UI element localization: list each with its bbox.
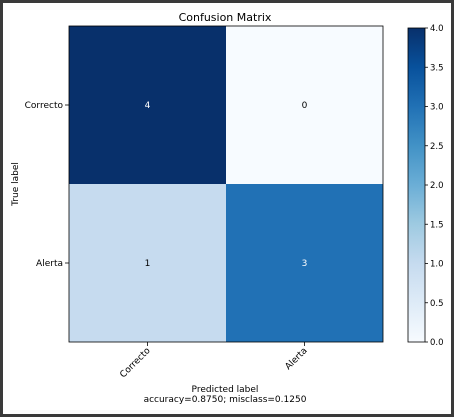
- heatmap-cell: [69, 184, 226, 342]
- figure-frame: Confusion Matrix 4 0 1 3 Correcto Alerta Cor…: [3, 3, 451, 414]
- colorbar-tick-label: 2.5: [430, 142, 444, 152]
- x-tick-label: Correcto: [118, 346, 153, 381]
- cell-value-label: 3: [302, 259, 308, 269]
- colorbar-tick-label: 0.0: [430, 338, 444, 348]
- cell-value-label: 4: [145, 101, 151, 111]
- heatmap-cells: 4 0 1 3: [69, 26, 383, 342]
- y-tick-label: Correcto: [25, 101, 64, 111]
- colorbar-tick-label: 3.0: [430, 103, 444, 113]
- colorbar-tick-label: 2.0: [430, 181, 444, 191]
- x-axis-ticks: Correcto Alerta: [118, 342, 310, 381]
- y-axis-label: True label: [11, 162, 21, 207]
- confusion-matrix-chart: Confusion Matrix 4 0 1 3 Correcto Alerta Cor…: [11, 11, 444, 405]
- y-tick-label: Alerta: [36, 259, 63, 269]
- heatmap-cell: [69, 26, 226, 184]
- heatmap-cell: [226, 184, 383, 342]
- colorbar-tick-label: 1.0: [430, 260, 444, 270]
- x-tick-label: Alerta: [283, 346, 309, 372]
- y-axis-ticks: Correcto Alerta: [25, 101, 69, 269]
- cell-value-label: 1: [145, 259, 151, 269]
- colorbar-tick-label: 4.0: [430, 24, 444, 34]
- colorbar-ticks: 0.0 0.5 1.0 1.5 2.0 2.5 3.0 3.5 4.0: [425, 24, 444, 348]
- chart-title: Confusion Matrix: [179, 11, 272, 24]
- plot-border: [68, 25, 384, 343]
- colorbar-gradient: [407, 27, 426, 343]
- heatmap-cell: [226, 26, 383, 184]
- colorbar: 0.0 0.5 1.0 1.5 2.0 2.5 3.0 3.5 4.0: [407, 24, 444, 348]
- colorbar-tick-label: 0.5: [430, 299, 444, 309]
- cell-value-label: 0: [302, 101, 308, 111]
- x-axis-sublabel: accuracy=0.8750; misclass=0.1250: [144, 395, 307, 405]
- colorbar-tick-label: 1.5: [430, 220, 444, 230]
- colorbar-tick-label: 3.5: [430, 63, 444, 73]
- x-axis-label: Predicted label: [192, 385, 259, 395]
